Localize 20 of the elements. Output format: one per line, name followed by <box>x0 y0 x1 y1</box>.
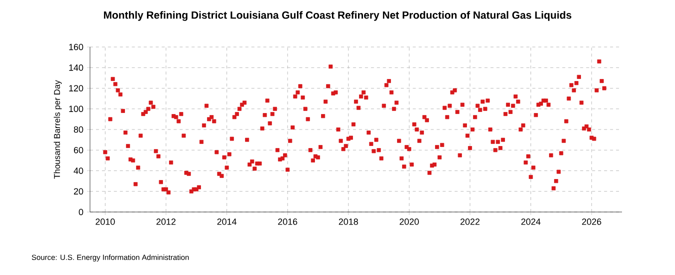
chart-title: Monthly Refining District Louisiana Gulf Coast Refinery Net Production of Natural Gas Liquids <box>104 11 572 21</box>
x-tick-label: 2016 <box>278 218 298 225</box>
x-tick-label: 2014 <box>217 218 237 225</box>
x-tick-label: 2012 <box>156 218 176 225</box>
x-tick-label: 2018 <box>338 218 358 225</box>
y-tick-label: 120 <box>69 85 84 92</box>
y-tick-label: 40 <box>74 168 84 174</box>
x-tick-label: 2026 <box>582 218 602 225</box>
y-tick-label: 160 <box>69 44 84 50</box>
x-tick-label: 2022 <box>460 218 480 225</box>
y-tick-label: 100 <box>69 106 84 112</box>
y-tick-label: 80 <box>74 126 84 133</box>
y-tick-label: 60 <box>74 146 84 154</box>
y-axis-title: Thousand Barrels per Day <box>54 80 62 179</box>
y-tick-label: 20 <box>74 188 84 195</box>
x-tick-label: 2020 <box>400 218 419 225</box>
y-tick-label: 0 <box>78 208 84 216</box>
x-tick-label: 2010 <box>96 218 115 225</box>
y-tick-label: 140 <box>69 64 84 71</box>
x-tick-label: 2024 <box>521 218 541 225</box>
